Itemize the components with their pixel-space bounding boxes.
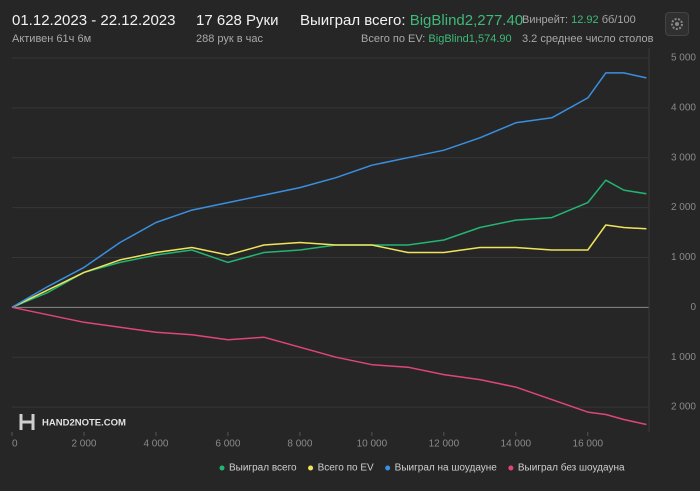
x-tick-label: 6 000 xyxy=(215,439,240,450)
series-line xyxy=(11,72,647,308)
x-tick-label: 2 000 xyxy=(71,439,96,450)
legend-dot xyxy=(219,465,225,471)
y-tick-label: 5 000 xyxy=(671,53,696,64)
legend-label: Выиграл на шоудауне xyxy=(395,463,498,474)
legend-dot xyxy=(508,465,514,471)
series-line xyxy=(11,306,647,426)
y-tick-label: 4 000 xyxy=(671,102,696,113)
y-tick-label: 2 000 xyxy=(671,202,696,213)
settings-button[interactable] xyxy=(665,12,689,36)
hands-per-hour: 288 рук в час xyxy=(196,33,264,45)
legend-label: Выиграл без шоудауна xyxy=(518,462,625,474)
x-tick-label: 0 xyxy=(12,439,18,450)
legend-item: Выиграл всего xyxy=(219,463,297,474)
y-tick-label: 2 000 xyxy=(671,402,696,413)
x-tick-label: 12 000 xyxy=(429,439,460,450)
winrate: Винрейт: 12.92 бб/100 xyxy=(522,14,636,26)
label: Всего по EV: xyxy=(361,33,426,45)
x-tick-label: 14 000 xyxy=(501,439,532,450)
legend-item: Выиграл без шоудауна xyxy=(508,462,625,474)
active-time: Активен 61ч 6м xyxy=(12,33,92,45)
x-tick-label: 16 000 xyxy=(573,439,604,450)
legend-item: Всего по EV xyxy=(308,463,374,474)
legend-item: Выиграл на шоудауне xyxy=(385,463,497,474)
label: Винрейт: xyxy=(522,14,569,26)
value: BigBlind2,277.40 xyxy=(409,12,524,29)
series-line xyxy=(11,179,647,308)
legend-label: Всего по EV xyxy=(318,463,374,474)
value: BigBlind1,574.90 xyxy=(428,33,512,45)
x-tick-label: 4 000 xyxy=(143,439,168,450)
series-line xyxy=(11,224,647,308)
hands: 17 628 Руки xyxy=(196,12,279,29)
logo: HAND2NOTE.COM xyxy=(19,414,126,430)
ev-total: Всего по EV: BigBlind1,574.90 xyxy=(361,33,512,45)
y-tick-label: 3 000 xyxy=(671,152,696,163)
x-tick-label: 10 000 xyxy=(357,439,388,450)
y-tick-label: 0 xyxy=(690,302,696,313)
y-tick-label: 1 000 xyxy=(671,352,696,363)
grid xyxy=(12,57,649,408)
legend-label: Выиграл всего xyxy=(229,463,297,474)
won-total: Выиграл всего: BigBlind2,277.40 xyxy=(300,12,523,29)
y-tick-label: 1 000 xyxy=(671,252,696,263)
tables: 3.2 среднее число столов xyxy=(522,33,654,45)
legend-dot xyxy=(385,465,391,471)
label: Выиграл всего: xyxy=(300,12,406,29)
x-tick-label: 8 000 xyxy=(287,439,312,450)
legend-dot xyxy=(308,465,314,471)
date-range: 01.12.2023 - 22.12.2023 xyxy=(12,12,176,29)
unit: бб/100 xyxy=(601,14,636,26)
gear-icon xyxy=(671,18,683,30)
logo-text: HAND2NOTE.COM xyxy=(42,418,126,429)
value: 12.92 xyxy=(571,14,599,26)
